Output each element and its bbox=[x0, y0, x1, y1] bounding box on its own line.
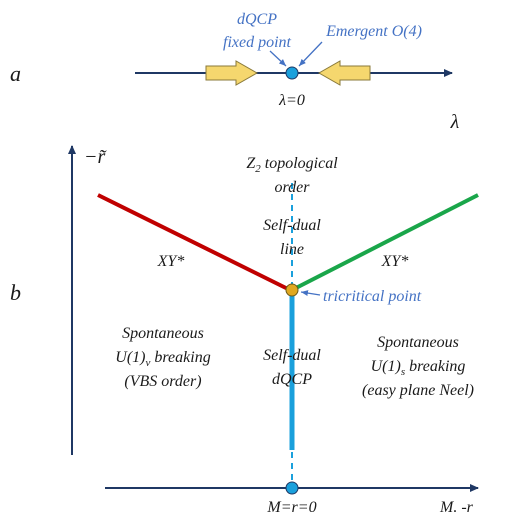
origin-dot bbox=[285, 481, 299, 495]
left-phase-line2: U(1)v breaking bbox=[115, 349, 210, 369]
xy-star-left-label: XY* bbox=[157, 253, 185, 270]
dqcp-label-line1: Self-dual bbox=[263, 347, 321, 364]
panel-b-label: b bbox=[10, 280, 21, 305]
right-phase-line3: (easy plane Neel) bbox=[362, 382, 474, 399]
flow-arrow-left-icon bbox=[205, 60, 259, 86]
right-phase-line2: U(1)s breaking bbox=[371, 358, 466, 378]
emergent-o4-label: Emergent O(4) bbox=[325, 23, 422, 40]
r-tilde-axis-label: −r̃ bbox=[84, 146, 107, 168]
left-phase-line1: Spontaneous bbox=[122, 325, 204, 342]
red-phase-boundary bbox=[97, 193, 291, 292]
lambda-zero-label: λ=0 bbox=[278, 92, 305, 109]
fixed-point-label-line1: dQCP bbox=[237, 11, 277, 28]
fixed-point-label-line2: fixed point bbox=[223, 34, 292, 51]
fixed-point-pointer bbox=[269, 50, 287, 67]
lambda-axis-label: λ bbox=[450, 111, 460, 133]
z2-label-line2: order bbox=[275, 179, 311, 196]
z2-label-line1: Z2 topological bbox=[246, 155, 338, 175]
right-phase-line1: Spontaneous bbox=[377, 334, 459, 351]
tricritical-pointer bbox=[300, 290, 321, 297]
flow-arrow-right-icon bbox=[317, 60, 371, 86]
left-phase-line3: (VBS order) bbox=[124, 373, 201, 390]
dqcp-label-line2: dQCP bbox=[272, 371, 312, 388]
tricritical-point-dot bbox=[285, 283, 299, 297]
panel-a-label: a bbox=[10, 61, 21, 86]
dqcp-fixed-point-dot bbox=[285, 66, 299, 80]
xy-star-right-label: XY* bbox=[381, 253, 409, 270]
m-r-axis-label: M. -r bbox=[439, 499, 474, 515]
green-phase-boundary bbox=[291, 193, 479, 292]
emergent-pointer bbox=[298, 41, 323, 67]
self-dual-label-line1: Self-dual bbox=[263, 217, 321, 234]
self-dual-label-line2: line bbox=[280, 241, 304, 258]
tricritical-label: tricritical point bbox=[323, 288, 422, 305]
origin-label: M=r=0 bbox=[266, 499, 316, 515]
